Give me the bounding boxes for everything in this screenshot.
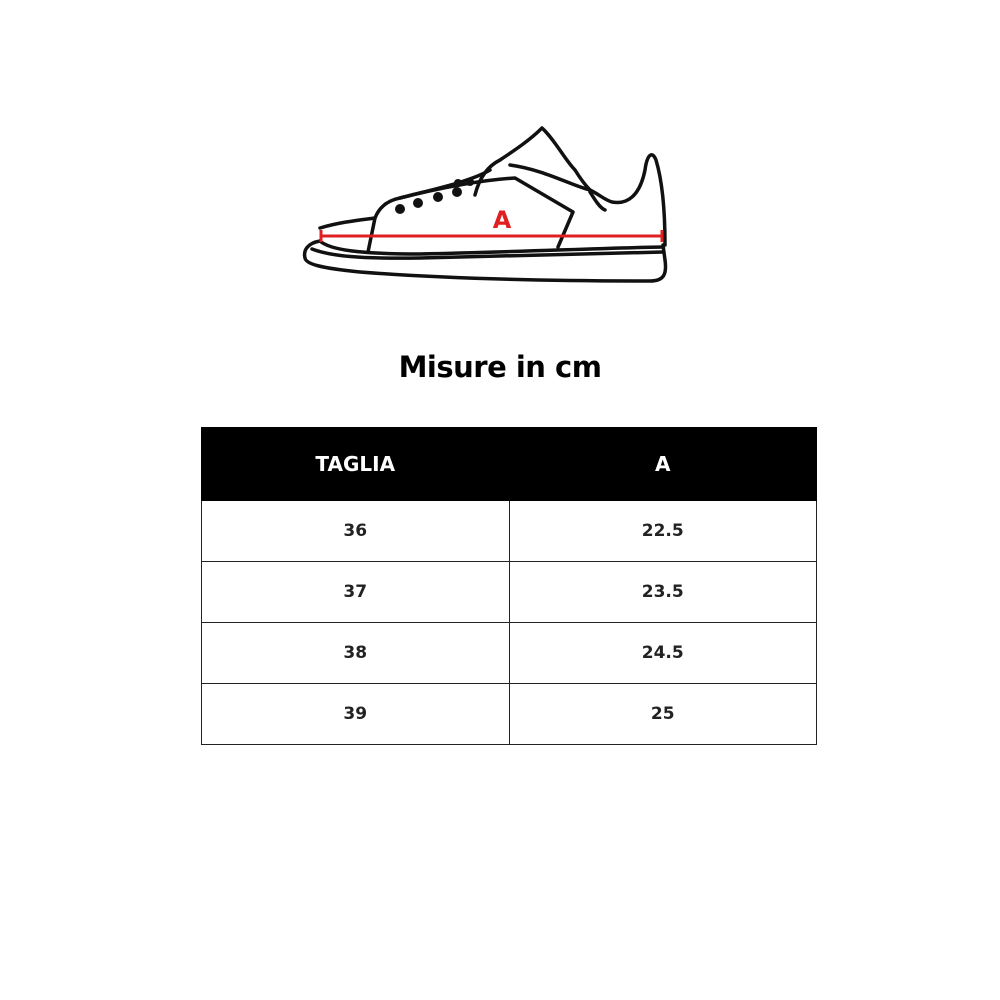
lace-dots [395,178,474,214]
table-header-row: TAGLIA A [201,427,817,501]
header-a: A [508,427,817,501]
table-row: 36 22.5 [201,500,817,562]
size-cell: 38 [201,622,510,684]
table-row: 38 24.5 [201,622,817,684]
size-cell: 37 [201,561,510,623]
length-cell: 22.5 [508,500,817,562]
length-cell: 25 [508,683,817,745]
length-cell: 24.5 [508,622,817,684]
measure-label: A [493,206,512,234]
size-cell: 39 [201,683,510,745]
size-table: TAGLIA A 36 22.5 37 23.5 38 24.5 39 25 [201,427,817,745]
size-cell: 36 [201,500,510,562]
table-row: 39 25 [201,683,817,745]
length-cell: 23.5 [508,561,817,623]
shoe-illustration: A [302,126,668,283]
table-row: 37 23.5 [201,561,817,623]
page-title: Misure in cm [398,350,602,384]
header-taglia: TAGLIA [201,427,510,501]
